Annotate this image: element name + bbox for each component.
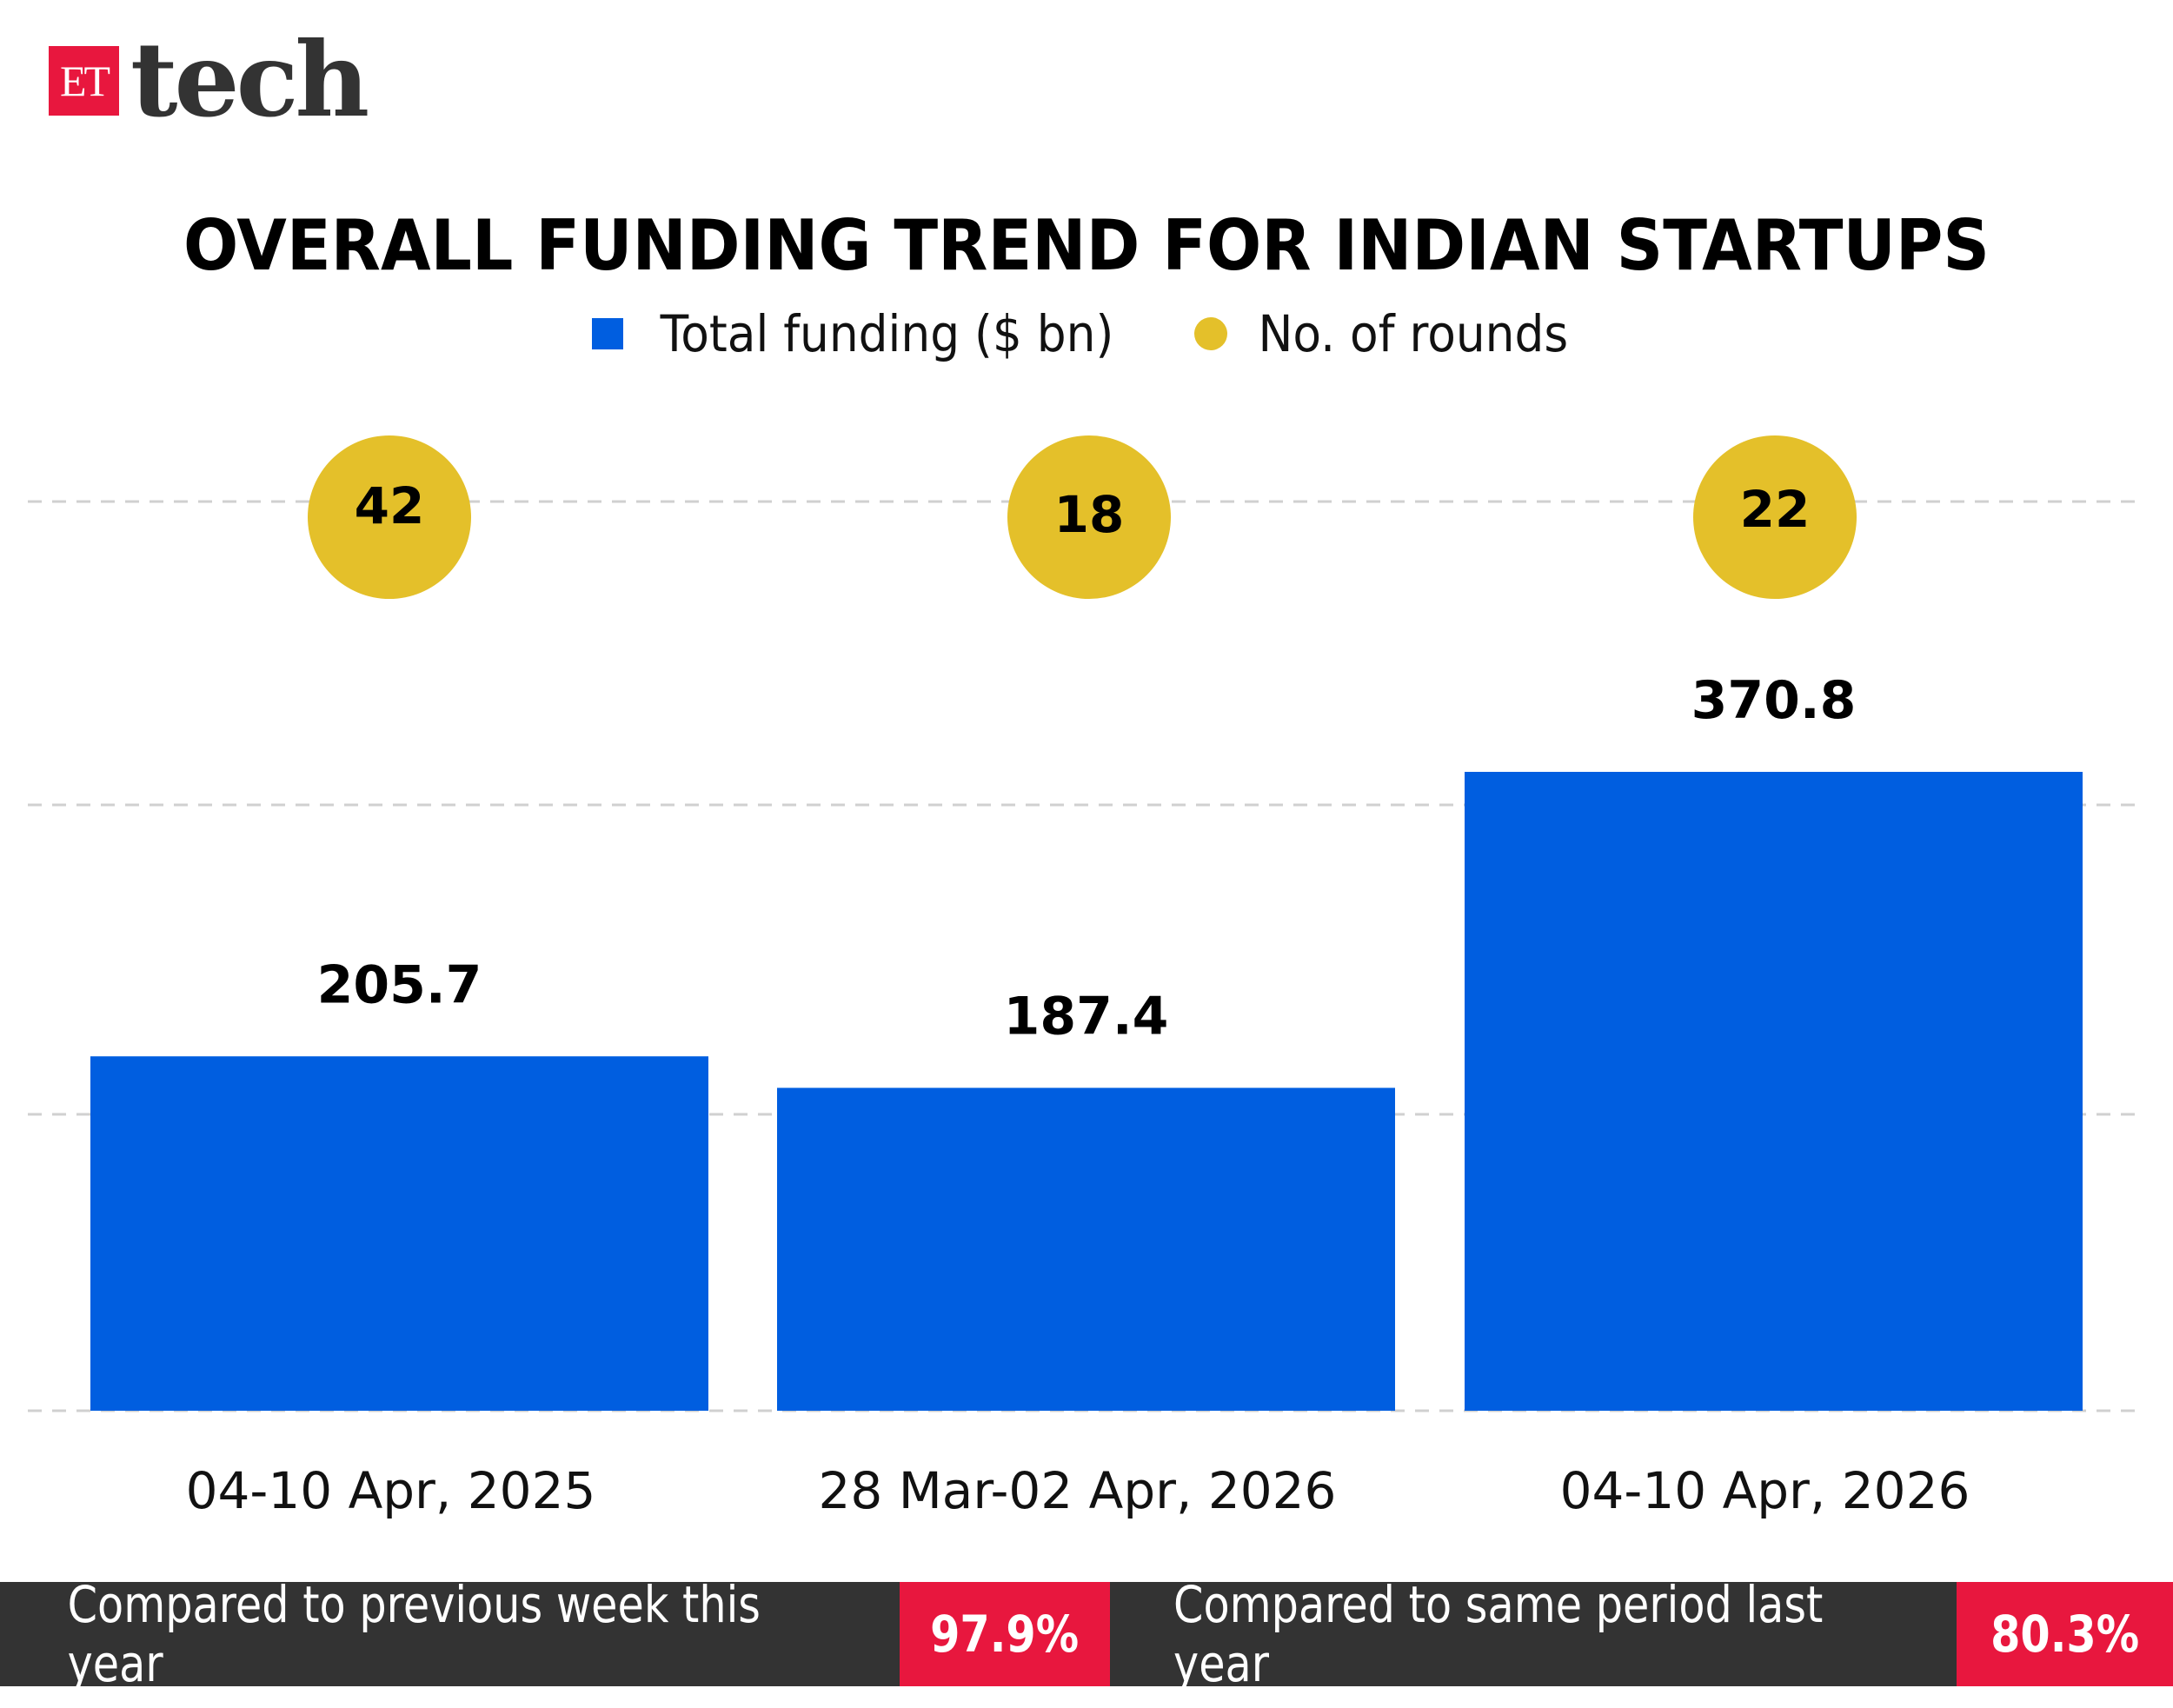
rounds-marker (1693, 435, 1857, 599)
chart-title: OVERALL FUNDING TREND FOR INDIAN STARTUP… (183, 205, 1990, 286)
footer-value-2: 80.3% (1957, 1582, 2173, 1686)
bar-value-label: 370.8 (1691, 670, 1857, 731)
rounds-marker (1007, 435, 1171, 599)
rounds-label: 18 (1054, 485, 1125, 544)
bar (90, 1056, 708, 1411)
footer-caption-2: Compared to same period last year (1110, 1575, 1957, 1693)
footer-value-1: 97.9% (900, 1582, 1110, 1686)
legend-rounds: No. of rounds (1258, 304, 1568, 363)
bar (777, 1087, 1395, 1411)
chart-area: 205.7 04-10 Apr, 2025 42 187.4 28 Mar-02 Apr… (28, 435, 2145, 1520)
bar-value-label: 205.7 (317, 954, 482, 1015)
legend: Total funding ($ bn) No. of rounds (0, 304, 2173, 363)
legend-dot-icon (1193, 317, 1227, 350)
footer-bar: Compared to previous week this year 97.9… (0, 1575, 2173, 1693)
x-tick-label: 04-10 Apr, 2026 (1560, 1461, 1970, 1520)
rounds-label: 22 (1740, 480, 1811, 539)
et-logo-box: ET (49, 46, 119, 116)
rounds-label: 42 (355, 476, 425, 535)
legend-square-icon (591, 318, 623, 349)
footer-caption-1: Compared to previous week this year (0, 1575, 900, 1693)
x-tick-label: 04-10 Apr, 2025 (186, 1461, 596, 1520)
legend-funding: Total funding ($ bn) (660, 304, 1113, 363)
bar-value-label: 187.4 (1004, 987, 1169, 1047)
logo-text: tech (130, 19, 369, 140)
bar (1465, 772, 2083, 1411)
x-tick-label: 28 Mar-02 Apr, 2026 (819, 1461, 1337, 1520)
rounds-marker (308, 435, 471, 599)
